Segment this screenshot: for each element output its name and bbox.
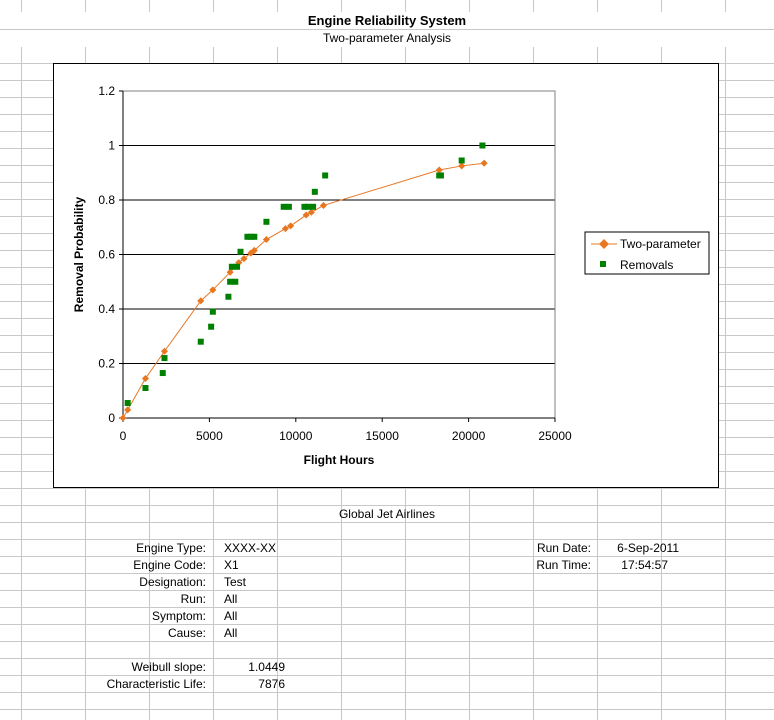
weibull-chart: 0 0.2 0.4 0.6 0.8 1 1.2 0 5000 10000 15000 20000 250… bbox=[72, 84, 710, 467]
removal-point bbox=[251, 233, 258, 240]
two-parameter-point bbox=[302, 211, 310, 219]
chart-frame[interactable]: 0 0.2 0.4 0.6 0.8 1 1.2 0 5000 10000 15000 20000 250… bbox=[53, 63, 719, 488]
weibull-slope-label: Weibull slope: bbox=[131, 660, 206, 674]
removal-point bbox=[285, 203, 292, 210]
removal-point bbox=[227, 278, 234, 285]
y-tick-label: 0.2 bbox=[98, 357, 115, 371]
removal-point bbox=[301, 203, 308, 210]
removal-point bbox=[479, 142, 486, 149]
removal-point bbox=[234, 263, 241, 270]
x-tick-label: 10000 bbox=[279, 429, 313, 443]
removal-point bbox=[458, 157, 465, 164]
removal-point bbox=[311, 188, 318, 195]
engine-code-label: Engine Code: bbox=[133, 558, 206, 572]
characteristic-life-label: Characteristic Life: bbox=[106, 677, 206, 691]
legend-label-two-parameter: Two-parameter bbox=[620, 237, 701, 251]
run-time-label: Run Time: bbox=[536, 558, 591, 572]
symptom-value[interactable]: All bbox=[224, 609, 238, 623]
two-parameter-point bbox=[197, 297, 205, 305]
run-label: Run: bbox=[180, 592, 206, 606]
y-tick-label: 0.8 bbox=[98, 193, 115, 207]
engine-type-label: Engine Type: bbox=[136, 541, 206, 555]
removal-point bbox=[232, 278, 239, 285]
two-parameter-point bbox=[458, 162, 466, 170]
characteristic-life-value[interactable]: 7876 bbox=[258, 677, 285, 691]
run-value[interactable]: All bbox=[224, 592, 238, 606]
y-tick-label: 1.2 bbox=[98, 84, 115, 98]
legend-diamond-icon bbox=[599, 239, 609, 249]
two-parameter-point bbox=[480, 159, 488, 167]
designation-value[interactable]: Test bbox=[224, 575, 247, 589]
engine-type-value[interactable]: XXXX-XX bbox=[224, 541, 277, 555]
two-parameter-point bbox=[287, 222, 295, 230]
run-date-label: Run Date: bbox=[536, 541, 591, 555]
removal-point bbox=[237, 248, 244, 255]
two-parameter-point bbox=[209, 286, 217, 294]
two-parameter-point bbox=[124, 406, 132, 414]
removal-point bbox=[310, 203, 317, 210]
removal-point bbox=[280, 203, 287, 210]
two-parameter-point bbox=[226, 268, 234, 276]
airline-name: Global Jet Airlines bbox=[338, 507, 436, 521]
legend[interactable]: Two-parameter Removals bbox=[584, 231, 710, 275]
report-title: Engine Reliability System bbox=[0, 12, 774, 29]
cause-label: Cause: bbox=[167, 626, 206, 640]
two-parameter-point bbox=[141, 374, 149, 383]
report-subtitle: Two-parameter Analysis bbox=[0, 30, 774, 47]
removal-point bbox=[437, 172, 444, 179]
x-tick-label: 20000 bbox=[452, 429, 486, 443]
two-parameter-point bbox=[240, 255, 248, 263]
two-parameter-line bbox=[122, 162, 485, 419]
symptom-label: Symptom: bbox=[151, 609, 206, 623]
y-tick-label: 0 bbox=[108, 411, 115, 425]
run-time-value[interactable]: 17:54:57 bbox=[621, 558, 668, 572]
x-tick-label: 15000 bbox=[366, 429, 400, 443]
designation-label: Designation: bbox=[139, 575, 206, 589]
grid-lines bbox=[123, 145, 555, 364]
two-parameter-point bbox=[281, 225, 289, 233]
removal-point bbox=[244, 233, 251, 240]
removal-point bbox=[225, 293, 232, 300]
run-date-value[interactable]: 6-Sep-2011 bbox=[617, 541, 679, 555]
x-axis-label: Flight Hours bbox=[304, 453, 375, 467]
removal-point bbox=[197, 338, 204, 345]
removal-point bbox=[142, 385, 149, 392]
two-parameter-point bbox=[435, 166, 443, 174]
two-parameter-point bbox=[319, 201, 327, 209]
two-parameter-point bbox=[262, 235, 270, 244]
removal-point bbox=[304, 203, 311, 210]
removal-point bbox=[208, 323, 215, 330]
series bbox=[119, 142, 488, 422]
removal-point bbox=[247, 233, 254, 240]
legend-label-removals: Removals bbox=[620, 258, 673, 272]
removal-point bbox=[161, 355, 168, 362]
tick-labels: 0 0.2 0.4 0.6 0.8 1 1.2 0 5000 10000 15000 20000 250… bbox=[98, 84, 572, 443]
removal-point bbox=[159, 370, 166, 377]
two-parameter-point bbox=[119, 414, 127, 422]
two-parameter-point bbox=[160, 347, 169, 355]
y-tick-label: 0.6 bbox=[98, 248, 115, 262]
removal-point bbox=[209, 308, 216, 315]
legend-square-icon bbox=[600, 261, 606, 267]
weibull-slope-value[interactable]: 1.0449 bbox=[248, 660, 285, 674]
removal-point bbox=[124, 400, 131, 407]
two-parameter-point bbox=[250, 246, 258, 254]
x-tick-label: 5000 bbox=[196, 429, 223, 443]
engine-code-value[interactable]: X1 bbox=[224, 558, 239, 572]
removal-point bbox=[228, 263, 235, 270]
x-tick-label: 0 bbox=[120, 429, 127, 443]
axes bbox=[119, 90, 556, 422]
y-tick-label: 1 bbox=[108, 139, 115, 153]
cause-value[interactable]: All bbox=[224, 626, 238, 640]
y-axis-label: Removal Probability bbox=[72, 196, 86, 312]
removal-point bbox=[263, 218, 270, 225]
x-tick-label: 25000 bbox=[538, 429, 572, 443]
y-tick-label: 0.4 bbox=[98, 302, 115, 316]
removal-point bbox=[322, 172, 329, 179]
